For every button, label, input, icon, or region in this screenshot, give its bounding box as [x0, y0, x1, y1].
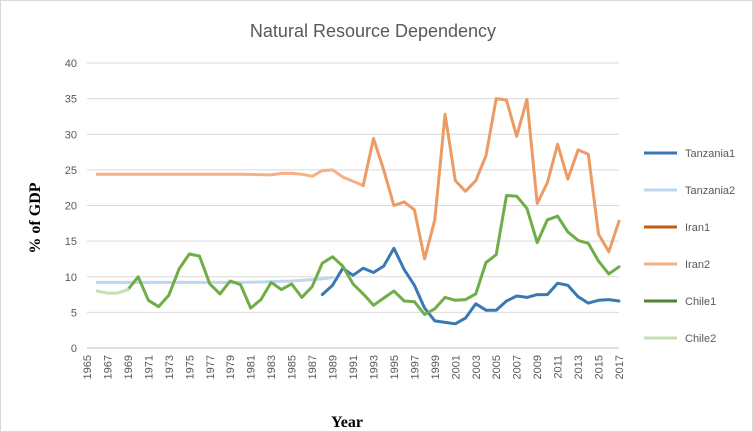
series-line-0: [320, 246, 621, 326]
x-tick-label: 2009: [532, 355, 544, 379]
x-tick-label: 1979: [225, 355, 237, 379]
series-group: [95, 97, 621, 326]
x-tick-label: 1977: [205, 355, 217, 379]
x-tick-label: 1993: [368, 355, 380, 379]
series-line-4: [361, 97, 621, 261]
y-tick-label: 30: [65, 129, 77, 141]
y-tick-label: 15: [65, 236, 77, 248]
y-tick-label: 25: [65, 165, 77, 177]
x-tick-label: 1997: [409, 355, 421, 379]
x-tick-label: 2005: [491, 355, 503, 379]
x-tick-label: 2017: [614, 355, 626, 379]
x-tick-label: 2015: [594, 355, 606, 379]
x-tick-label: 1995: [389, 355, 401, 379]
x-axis-ticks: 1965 1967 1969 1971 1973 1975 1977 1979 1981 1983…: [82, 355, 626, 379]
x-tick-label: 1969: [123, 355, 135, 379]
x-tick-label: 1999: [430, 355, 442, 379]
legend-label: Tanzania2: [685, 185, 735, 197]
y-tick-label: 35: [65, 94, 77, 106]
x-tick-label: 1981: [246, 355, 258, 379]
series-line-7: [95, 288, 130, 295]
legend: Tanzania1 Tanzania2 Iran1 Iran2 Chile1 Chile2: [644, 148, 735, 345]
x-tick-label: 1983: [266, 355, 278, 379]
x-tick-label: 1989: [328, 355, 340, 379]
legend-label: Tanzania1: [685, 148, 735, 160]
x-axis-label: Year: [331, 414, 363, 431]
series-line-3: [95, 168, 365, 187]
x-tick-label: 1965: [82, 355, 94, 379]
x-tick-label: 1971: [143, 355, 155, 379]
x-tick-label: 2007: [512, 355, 524, 379]
x-tick-label: 2003: [471, 355, 483, 379]
chart-title: Natural Resource Dependency: [250, 21, 496, 41]
legend-label: Iran2: [685, 259, 710, 271]
x-tick-label: 1975: [184, 355, 196, 379]
x-tick-label: 2001: [450, 355, 462, 379]
y-tick-label: 10: [65, 272, 77, 284]
y-tick-label: 40: [65, 58, 77, 70]
x-tick-label: 2013: [573, 355, 585, 379]
legend-label: Chile1: [685, 296, 716, 308]
x-tick-label: 1973: [164, 355, 176, 379]
x-tick-label: 1987: [307, 355, 319, 379]
x-tick-label: 1985: [287, 355, 299, 379]
y-axis-label: % of GDP: [27, 182, 44, 253]
x-tick-label: 1991: [348, 355, 360, 379]
x-tick-label: 1967: [102, 355, 114, 379]
y-axis-ticks: 0 5 10 15 20 25 30 35 40: [65, 58, 77, 355]
y-tick-label: 20: [65, 201, 77, 213]
y-tick-label: 0: [71, 343, 77, 355]
y-tick-label: 5: [71, 307, 77, 319]
legend-label: Chile2: [685, 333, 716, 345]
series-line-6: [126, 194, 621, 316]
legend-label: Iran1: [685, 222, 710, 234]
x-tick-label: 2011: [553, 355, 565, 379]
